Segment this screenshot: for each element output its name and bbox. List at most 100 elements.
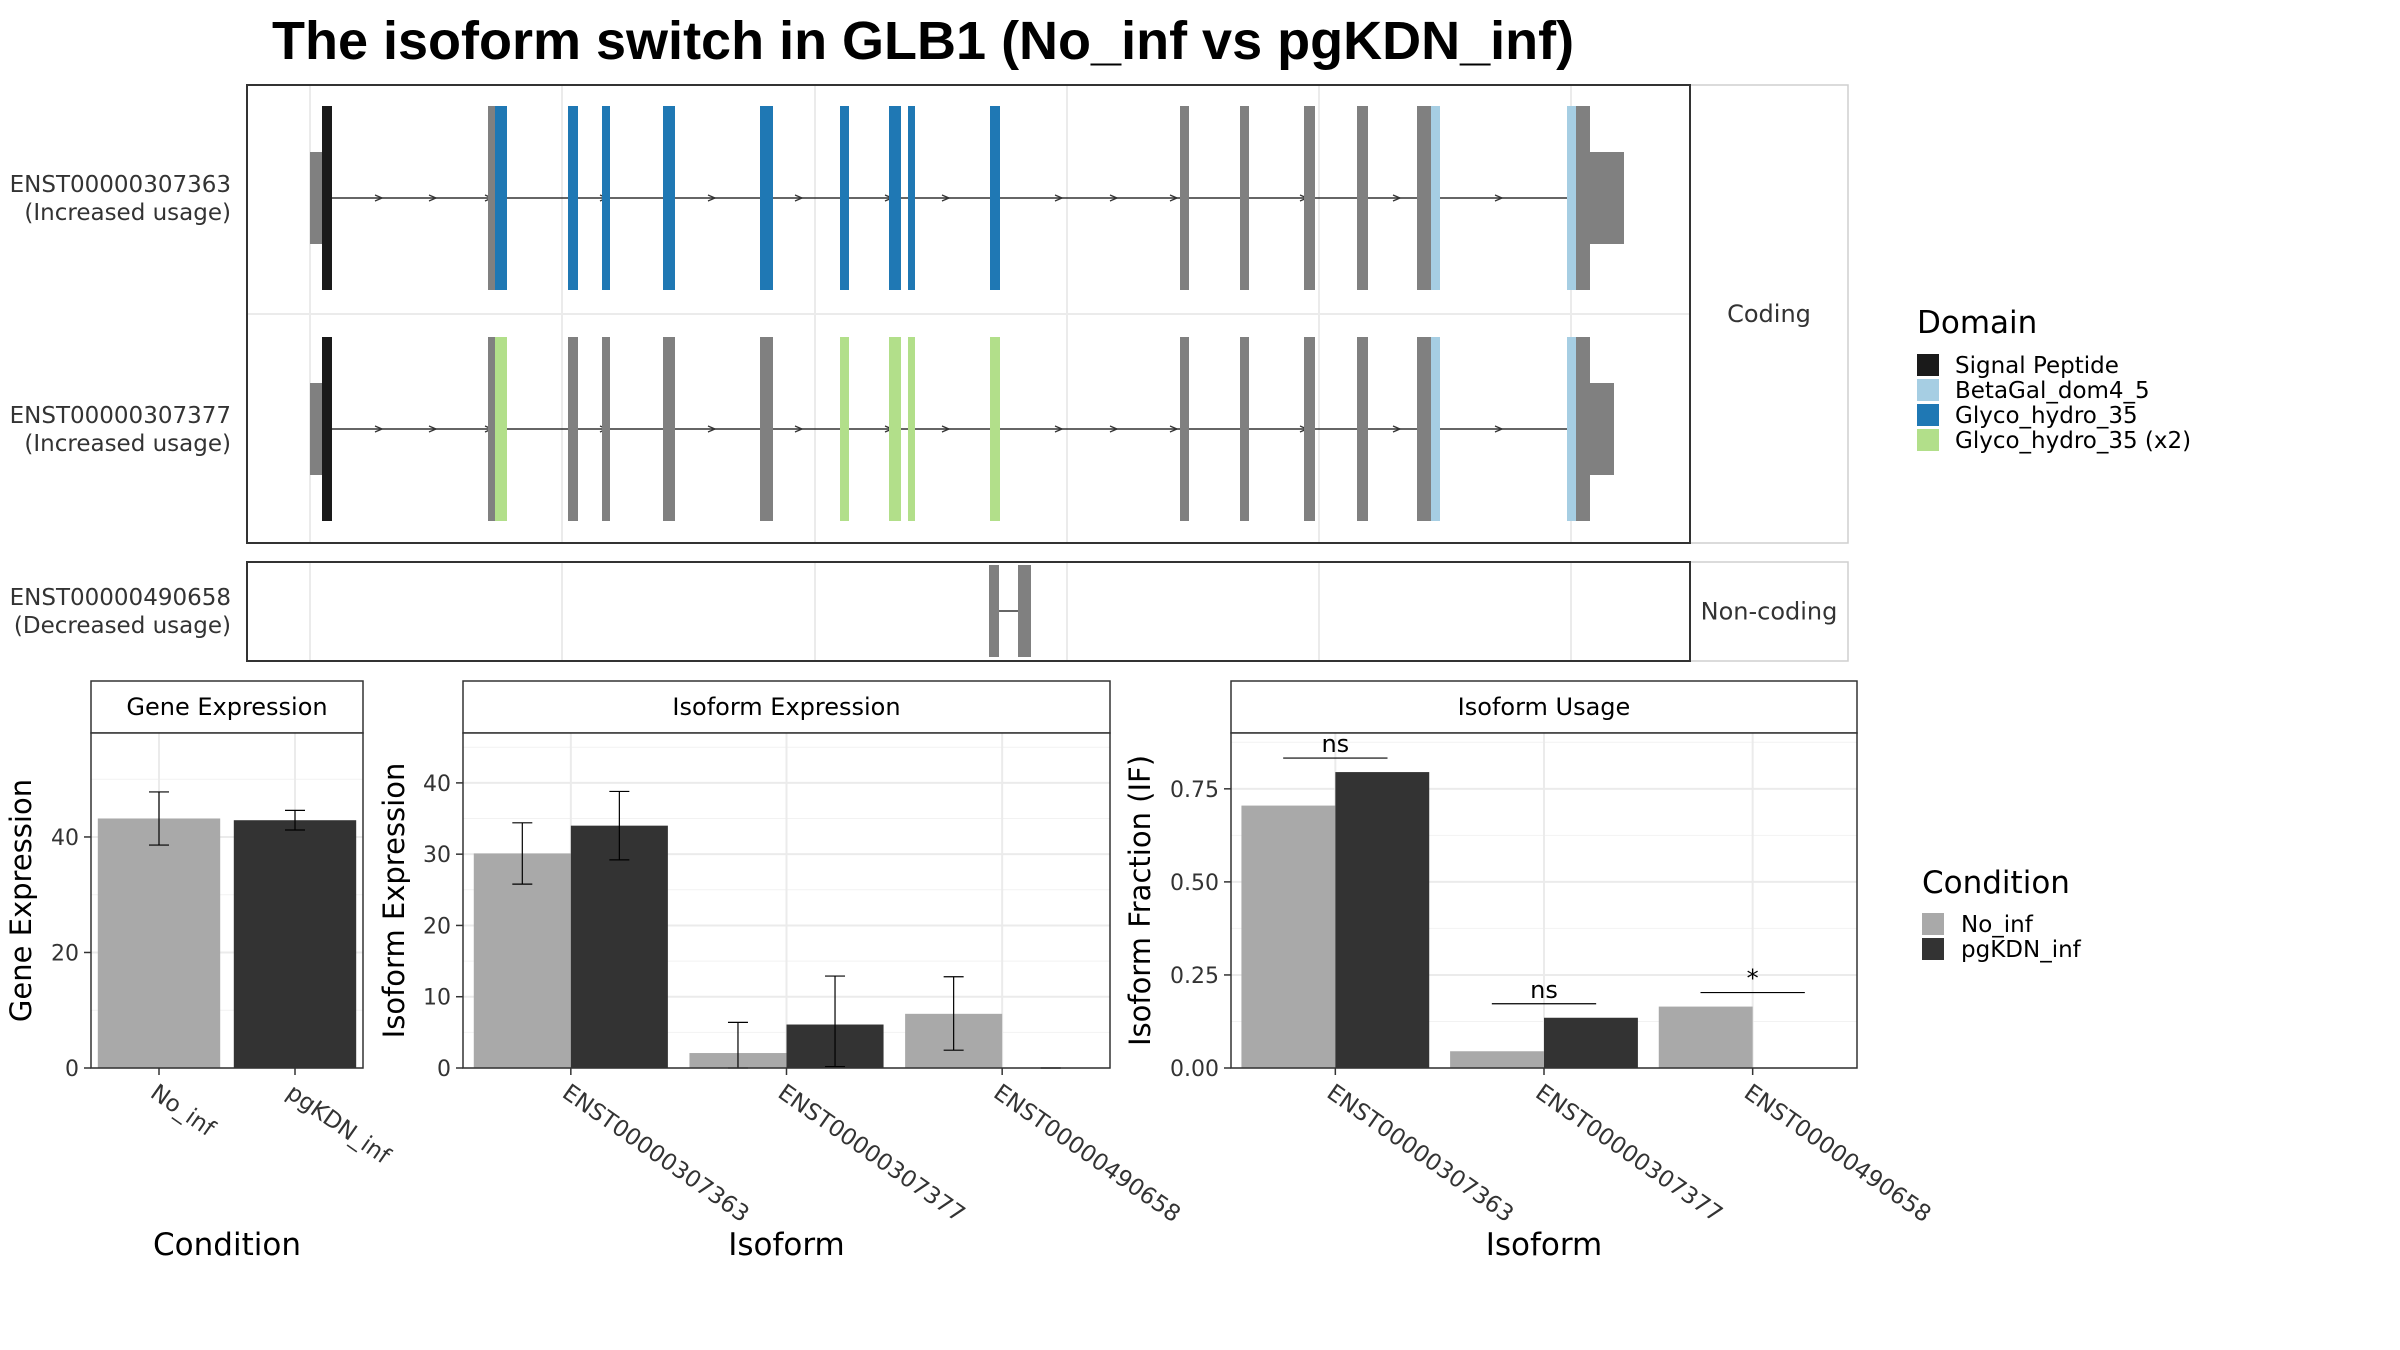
- facet-label: Non-coding: [1701, 598, 1838, 626]
- exon: [1304, 337, 1315, 521]
- domain-exon: [908, 337, 915, 521]
- panel-strip: [462, 680, 1111, 734]
- strand-arrow: [1392, 194, 1402, 202]
- x-tick-label: pgKDN_inf: [282, 1080, 396, 1171]
- facet-strip: [1689, 84, 1849, 544]
- exon: [1180, 106, 1189, 290]
- exon: [760, 337, 773, 521]
- strand-arrow: [1054, 194, 1064, 202]
- structure-panel-bg: [247, 562, 1690, 661]
- domain-exon: [760, 106, 773, 290]
- betagal-domain: [1431, 337, 1440, 521]
- legend-label: Glyco_hydro_35 (x2): [1955, 428, 2191, 454]
- strand-arrow: [428, 194, 438, 202]
- figure-title: The isoform switch in GLB1 (No_inf vs pg…: [272, 11, 1574, 71]
- y-axis-title: Gene Expression: [4, 779, 38, 1022]
- x-axis-title: Condition: [153, 1227, 301, 1263]
- betagal-domain: [1567, 106, 1576, 290]
- panel-strip: [1230, 680, 1858, 734]
- exon: [488, 106, 498, 290]
- strand-arrow: [794, 425, 804, 433]
- y-tick-label: 0: [437, 1057, 451, 1082]
- panel-border: [1230, 732, 1858, 1069]
- x-tick-label: ENST00000307377: [1531, 1080, 1727, 1228]
- y-axis-title: Isoform Expression: [377, 763, 411, 1039]
- domain-exon: [990, 337, 1000, 521]
- legend-swatch: [1917, 379, 1939, 401]
- exon: [1576, 337, 1590, 521]
- strand-arrow: [428, 425, 438, 433]
- exon: [1357, 106, 1368, 290]
- bar: [1335, 772, 1430, 1068]
- exon: [1417, 106, 1431, 290]
- legend-swatch: [1917, 429, 1939, 451]
- y-tick-label: 0.00: [1170, 1057, 1219, 1082]
- domain-exon: [908, 106, 915, 290]
- isoform-usage-label: (Increased usage): [24, 200, 231, 226]
- isoform-structure-plot: Coding Non-coding ENST00000307363(Increase…: [10, 84, 1849, 662]
- x-axis-title: Isoform: [728, 1227, 845, 1263]
- legend-label: BetaGal_dom4_5: [1955, 378, 2150, 404]
- utr-exon: [1590, 152, 1624, 244]
- y-tick-label: 10: [423, 986, 451, 1011]
- strand-arrow: [707, 194, 717, 202]
- bar: [1450, 1051, 1544, 1068]
- domain-exon: [840, 337, 849, 521]
- legend-swatch: [1922, 938, 1944, 960]
- isoform-usage-panel: Isoform Usage 0.00 0.25 0.50 0.75 ns ENST00000…: [1123, 680, 1935, 1263]
- y-tick-label: 20: [423, 914, 451, 939]
- strand-arrow: [707, 425, 717, 433]
- exon: [1018, 565, 1031, 657]
- exon: [602, 337, 610, 521]
- facet-label: Coding: [1727, 300, 1811, 328]
- bar: [570, 825, 668, 1068]
- domain-exon: [889, 106, 901, 290]
- y-tick-label: 0.50: [1170, 871, 1219, 896]
- y-tick-label: 0: [65, 1057, 79, 1082]
- x-tick-label: ENST00000490658: [1739, 1080, 1935, 1228]
- exon: [488, 337, 498, 521]
- strand-arrow: [374, 425, 384, 433]
- facet-strip: [1689, 561, 1849, 662]
- strand-arrow: [1392, 425, 1402, 433]
- y-tick-label: 40: [51, 826, 79, 851]
- strand-arrow: [941, 425, 951, 433]
- exon: [1240, 106, 1249, 290]
- significance-label: ns: [1321, 730, 1349, 758]
- bar: [1241, 805, 1336, 1068]
- betagal-domain: [1431, 106, 1440, 290]
- exon: [1357, 337, 1368, 521]
- legend-label: No_inf: [1961, 912, 2034, 938]
- structure-panel-border: [246, 84, 1691, 544]
- isoform-id-label: ENST00000307363: [10, 172, 231, 198]
- y-tick-label: 0.25: [1170, 964, 1219, 989]
- utr-exon: [310, 152, 322, 244]
- y-axis-title: Isoform Fraction (IF): [1123, 755, 1157, 1046]
- exon: [568, 337, 578, 521]
- legend-label: Signal Peptide: [1955, 353, 2119, 379]
- domain-exon: [568, 106, 578, 290]
- bar: [97, 818, 221, 1068]
- strand-arrow: [1494, 425, 1504, 433]
- utr-exon: [310, 383, 322, 475]
- x-axis-title: Isoform: [1486, 1227, 1603, 1263]
- bar: [233, 820, 357, 1068]
- strand-arrow: [1494, 194, 1504, 202]
- strand-arrow: [1054, 425, 1064, 433]
- betagal-domain: [1567, 337, 1576, 521]
- strand-arrow: [1109, 425, 1119, 433]
- legend-swatch: [1917, 404, 1939, 426]
- legend-swatch: [1922, 913, 1944, 935]
- panel-title: Gene Expression: [126, 693, 327, 721]
- y-tick-label: 30: [423, 843, 451, 868]
- isoform-expression-panel: Isoform Expression 0 10 20 30 40 ENST000003073…: [377, 680, 1185, 1263]
- significance-label: ns: [1530, 976, 1558, 1004]
- strand-arrow: [374, 194, 384, 202]
- domain-exon: [840, 106, 849, 290]
- panel-border: [462, 732, 1111, 1069]
- strand-arrow: [1169, 425, 1179, 433]
- domain-exon: [889, 337, 901, 521]
- gene-expression-panel: Gene Expression 0 20 40 No_inf pgKDN_inf Gene …: [4, 680, 396, 1263]
